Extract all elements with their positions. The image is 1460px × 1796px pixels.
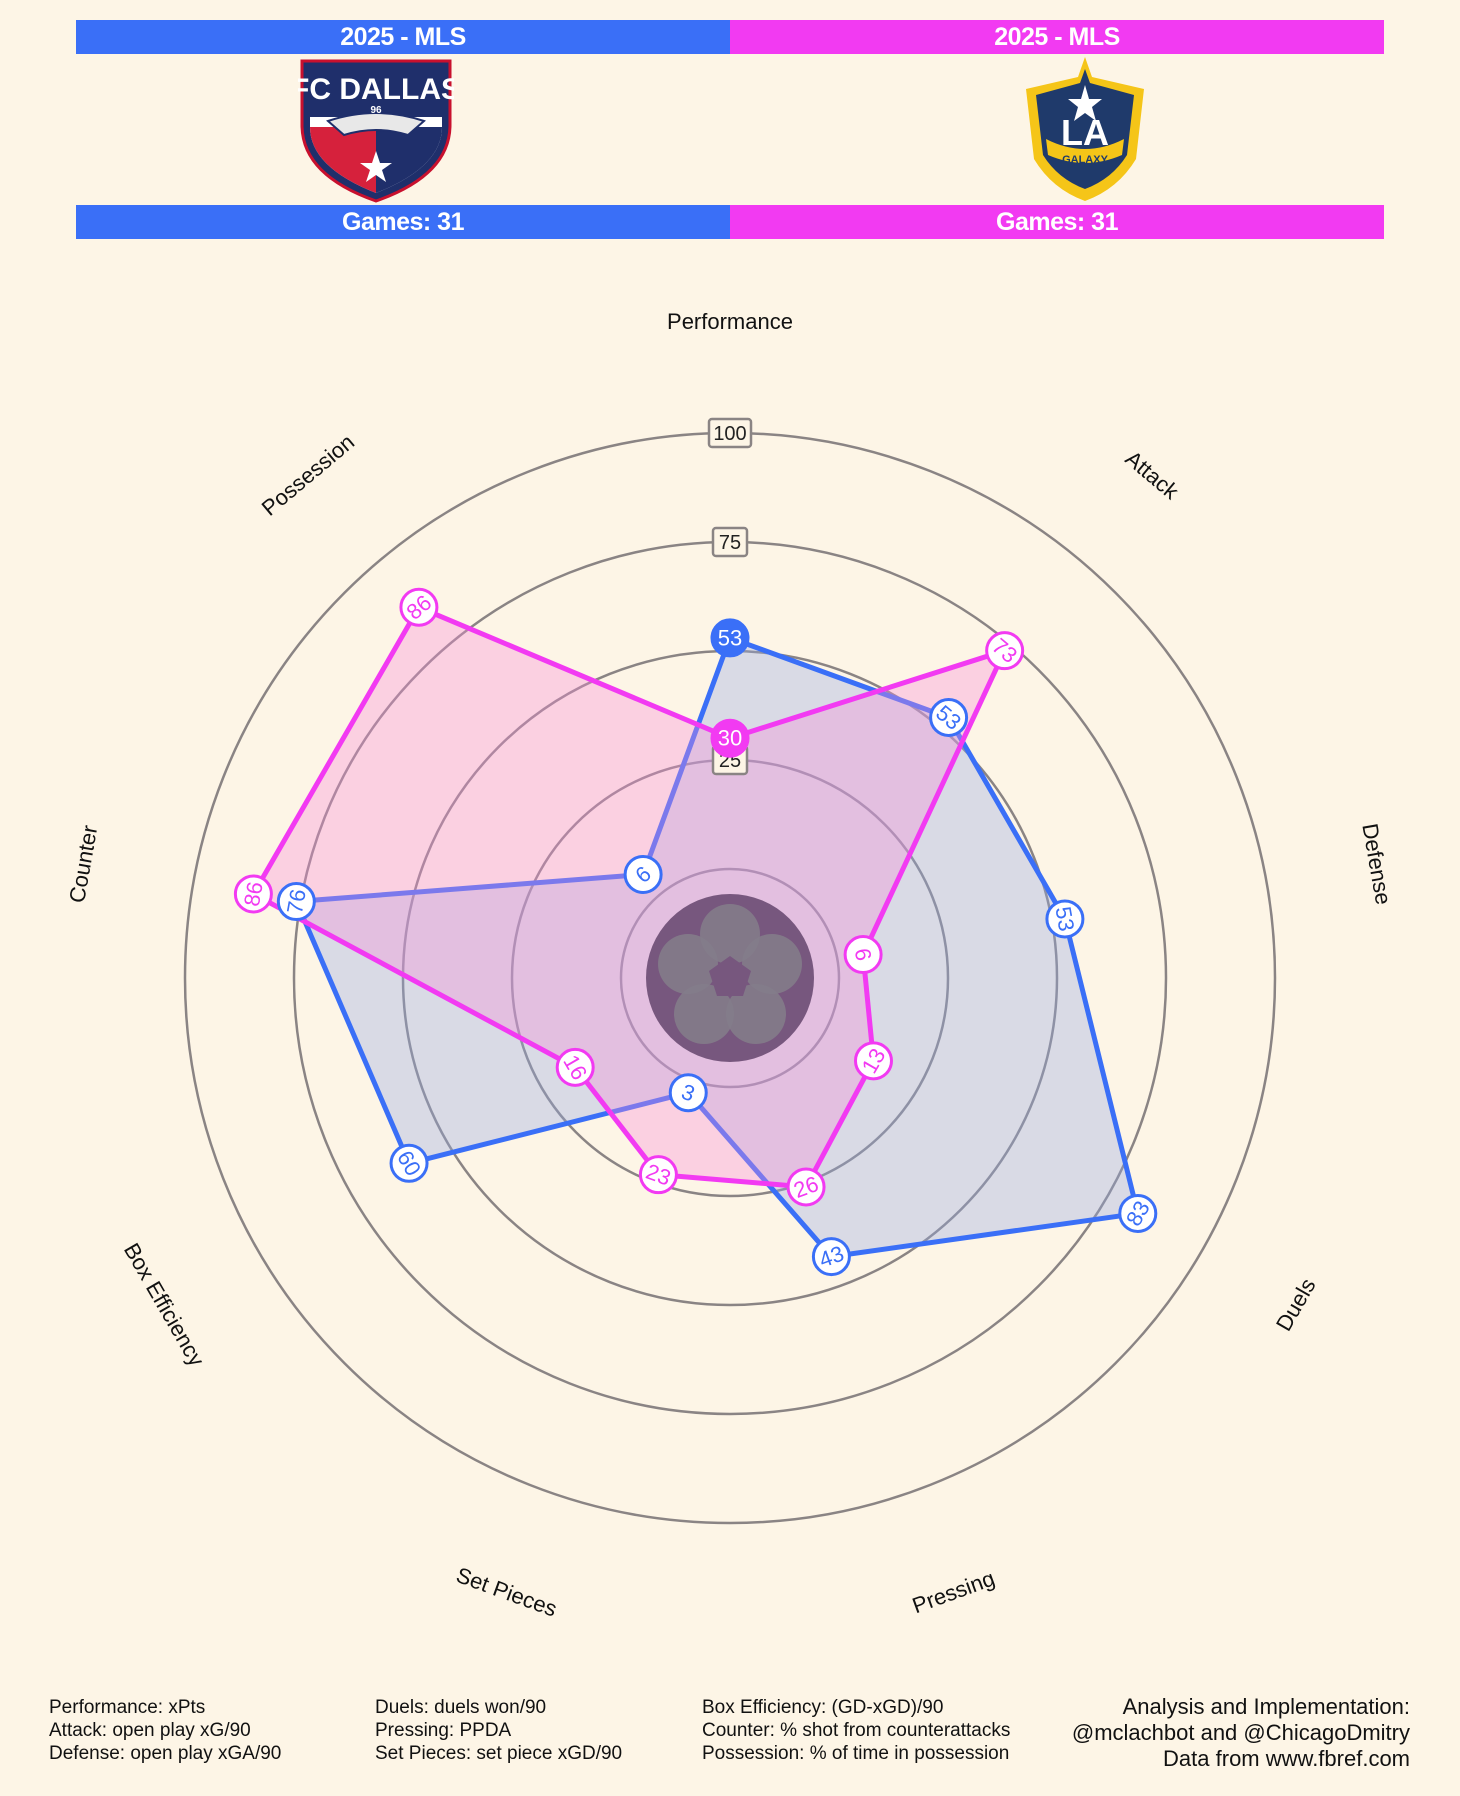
- radar-marker: [623, 854, 663, 894]
- radar-marker: [843, 935, 883, 975]
- footer-line: Defense: open play xGA/90: [49, 1743, 282, 1764]
- footer-col3: Box Efficiency: (GD-xGD)/90 Counter: % s…: [702, 1696, 1010, 1765]
- radar-value-label: 6: [850, 946, 877, 962]
- footer-line: Possession: % of time in possession: [702, 1743, 1010, 1764]
- footer-line: Pressing: PPDA: [375, 1720, 512, 1741]
- radar-series-polygon: [250, 604, 1008, 1190]
- footer-line: Set Pieces: set piece xGD/90: [375, 1743, 623, 1764]
- radar-value-label: 53: [718, 625, 742, 650]
- radar-marker: [399, 587, 439, 627]
- radar-series-polygon: [293, 635, 1141, 1260]
- ring-label: 75: [719, 532, 741, 554]
- footer-line: Performance: xPts: [49, 1697, 206, 1718]
- footer-line: Attack: open play xG/90: [49, 1720, 251, 1741]
- radar-ring: [619, 867, 841, 1089]
- radar-value-label: 53: [1050, 905, 1079, 933]
- radar-marker: [555, 1047, 595, 1087]
- radar-marker: [811, 1237, 851, 1277]
- footer-col1: Performance: xPts Attack: open play xG/9…: [49, 1696, 281, 1765]
- radar-marker: [985, 631, 1025, 671]
- games-band: Games: 31 Games: 31: [76, 205, 1384, 239]
- radar-value-label: 76: [282, 887, 311, 915]
- footer-line: Duels: duels won/90: [375, 1697, 547, 1718]
- footer-line: Box Efficiency: (GD-xGD)/90: [702, 1697, 944, 1718]
- axis-label: Pressing: [909, 1566, 998, 1619]
- svg-text:GALAXY: GALAXY: [1062, 154, 1109, 166]
- credits-line: @mclachbot and @ChicagoDmitry: [1071, 1720, 1410, 1745]
- radar-value-label: 86: [239, 880, 268, 908]
- axis-label: Defense: [1357, 822, 1396, 907]
- radar-marker: [929, 697, 969, 737]
- radar-marker: [710, 718, 750, 758]
- radar-marker: [638, 1155, 678, 1195]
- radar-rings: [183, 431, 1277, 1525]
- la-galaxy-crest: LA GALAXY: [1026, 57, 1144, 201]
- axis-label: Attack: [1121, 446, 1185, 505]
- ring-label: 100: [713, 423, 746, 445]
- radar-marker: [276, 882, 316, 922]
- ball-panel: [658, 934, 718, 994]
- radar-marker: [233, 874, 273, 914]
- left-season-label: 2025 - MLS: [76, 20, 730, 54]
- radar-marker: [710, 618, 750, 658]
- ball-panel: [742, 934, 802, 994]
- axis-label: Performance: [667, 309, 793, 334]
- axis-label: Possession: [257, 429, 359, 520]
- ball-panel: [674, 984, 734, 1044]
- radar-marker: [1118, 1193, 1158, 1233]
- footer-col2: Duels: duels won/90 Pressing: PPDA Set P…: [375, 1696, 622, 1765]
- credits: Analysis and Implementation: @mclachbot …: [1072, 1694, 1410, 1772]
- radar-marker: [1045, 899, 1085, 939]
- ball-panel: [700, 904, 760, 964]
- right-games-label: Games: 31: [730, 205, 1384, 239]
- right-season-label: 2025 - MLS: [730, 20, 1384, 54]
- axis-label: Counter: [64, 823, 102, 904]
- radar-series: [250, 604, 1141, 1260]
- radar-value-label: 30: [718, 726, 742, 751]
- left-games-label: Games: 31: [76, 205, 730, 239]
- radar-marker: [853, 1041, 893, 1081]
- la-galaxy-crest-text: LA: [1061, 112, 1109, 153]
- fc-dallas-crest: FC DALLAS 96: [298, 59, 454, 203]
- axis-label: Duels: [1271, 1274, 1321, 1335]
- ball-center-panel: [709, 956, 751, 996]
- ring-label-box: [707, 417, 753, 449]
- axis-label: Box Efficiency: [119, 1239, 210, 1371]
- ring-label-box: [711, 526, 749, 558]
- radar-marker: [668, 1073, 708, 1113]
- fc-dallas-crest-text: FC DALLAS: [298, 73, 454, 106]
- radar-marker: [389, 1143, 429, 1183]
- season-band: 2025 - MLS 2025 - MLS: [76, 20, 1384, 54]
- credits-line: Data from www.fbref.com: [1163, 1746, 1410, 1771]
- credits-line: Analysis and Implementation:: [1122, 1694, 1410, 1719]
- footer-line: Counter: % shot from counterattacks: [702, 1720, 1011, 1741]
- center-ball-icon: [646, 894, 814, 1062]
- ball-panel: [726, 984, 786, 1044]
- axis-label: Set Pieces: [453, 1562, 560, 1621]
- svg-text:96: 96: [370, 105, 382, 116]
- radar-marker: [786, 1167, 826, 1207]
